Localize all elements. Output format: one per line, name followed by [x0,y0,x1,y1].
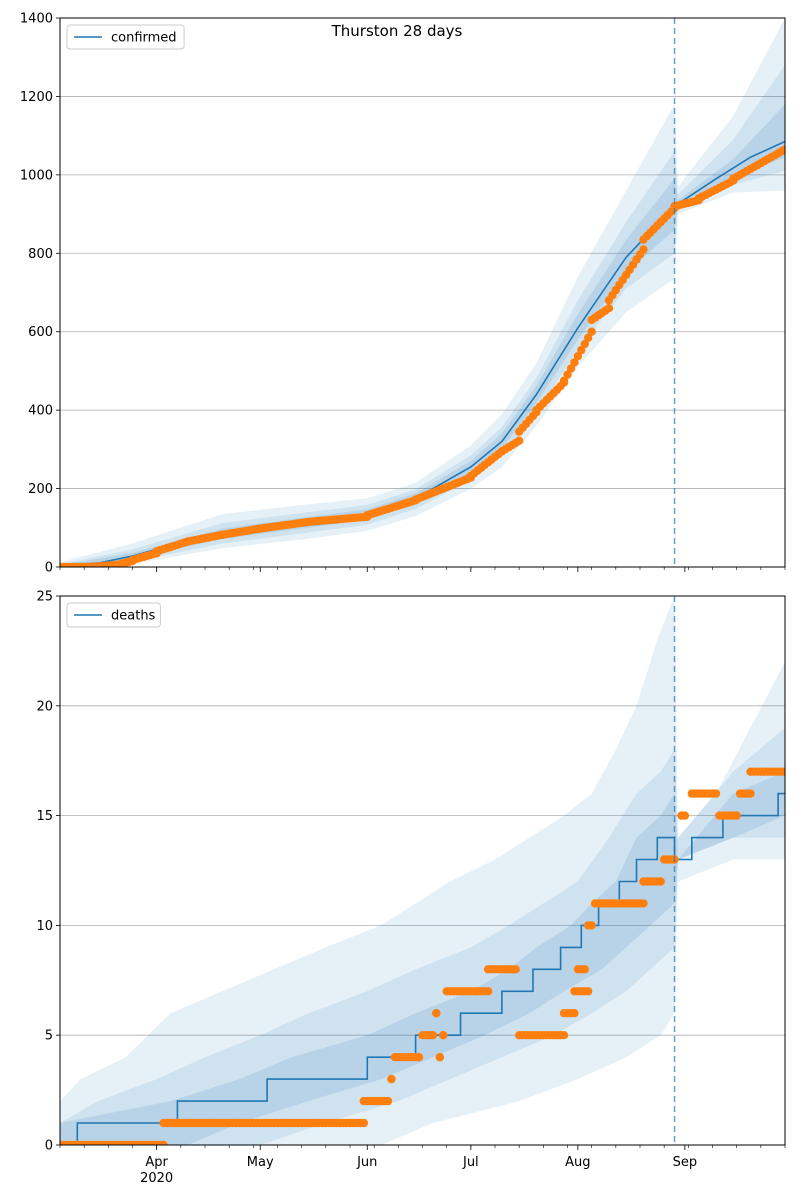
y-tick-label: 5 [45,1029,53,1044]
observed-point [587,327,596,336]
observed-point [656,877,665,886]
legend-label: confirmed [111,31,177,46]
observed-point [414,1053,424,1062]
x-tick-label: May [247,1155,274,1170]
x-year-label: 2020 [140,1171,173,1186]
x-tick-label: Jun [356,1155,377,1170]
observed-point [639,899,648,908]
y-tick-label: 1000 [20,168,53,183]
legend-box [66,602,161,628]
observed-point [559,1031,569,1040]
x-tick-label: Apr [145,1155,168,1170]
y-tick-label: 1400 [20,12,53,27]
observed-point [511,965,520,974]
observed-point [711,789,721,798]
observed-point [483,987,493,996]
y-tick-label: 400 [28,404,53,419]
band-outer [60,596,785,1145]
y-tick-label: 0 [45,1139,53,1154]
x-tick-label: Aug [565,1155,590,1170]
band-middle [60,727,785,1145]
observed-point [432,1009,441,1018]
observed-point [584,333,593,342]
observed-point [780,767,785,776]
y-tick-label: 600 [28,325,53,340]
y-tick-label: 0 [45,561,53,576]
confirmed-panel: 0 200 400 600 800 1000 1200 1400 confirmed Thurst… [20,12,786,576]
observed-point [570,1009,579,1018]
chart-title: Thurston 28 days [331,22,463,40]
legend: confirmed [66,24,185,50]
y-tick-label: 1200 [20,90,53,105]
deaths-panel: 0 5 10 15 20 25 Apr May Jun Jul Aug Sep 2020 deaths [36,590,786,1186]
observed-point [439,1031,448,1040]
observed-point [515,436,524,445]
observed-point [428,1031,438,1040]
observed-point [159,1140,168,1145]
observed-point [570,358,579,367]
legend-label: deaths [111,609,156,624]
observed-point [387,1074,396,1084]
x-tick-label: Sep [673,1155,698,1170]
model-line [60,792,785,1145]
legend-box [66,24,185,50]
observed-point [732,811,741,820]
observed-point [587,921,596,930]
observed-point [359,1118,368,1128]
band-outer [60,18,785,567]
observed-point [746,789,755,798]
y-tick-label: 15 [36,809,53,824]
observed-point [680,811,690,820]
observed-point [580,965,589,974]
observed-point [566,364,576,373]
observed-point [559,376,569,385]
plot-area [60,18,785,567]
observed-point [563,370,572,379]
plot-area [60,596,785,1145]
observed-point [584,987,593,996]
y-tick-label: 25 [36,590,53,605]
observed-point [383,1096,393,1106]
x-tick-label: Jul [462,1155,479,1170]
y-tick-label: 10 [36,919,53,934]
observed-point [580,339,589,349]
legend: deaths [66,602,161,628]
observed-point [577,345,586,355]
observed-point [435,1053,444,1062]
y-tick-label: 20 [36,699,53,714]
y-tick-label: 200 [28,482,53,497]
observed-point [573,352,583,361]
observed-point [639,245,648,254]
observed-point [780,145,785,154]
observed-point [604,304,614,313]
y-tick-label: 800 [28,247,53,262]
